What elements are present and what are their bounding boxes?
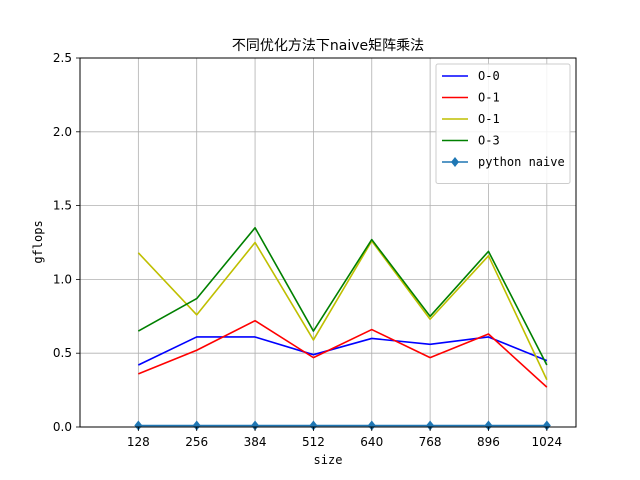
y-tick-label: 2.5 <box>53 51 72 65</box>
data-point <box>426 420 435 431</box>
y-tick-label: 0.5 <box>53 346 72 360</box>
data-point <box>484 420 493 431</box>
x-tick-label: 128 <box>127 435 150 449</box>
series-line-2 <box>137 240 548 381</box>
legend-label: python naive <box>478 155 565 169</box>
legend: O-0 O-1 O-1 O-3 python naive <box>435 63 571 184</box>
x-tick-label: 256 <box>185 435 208 449</box>
data-point <box>251 420 260 431</box>
y-tick-label: 2.0 <box>53 125 72 139</box>
series-line-1 <box>138 319 548 388</box>
x-tick-label: 640 <box>360 435 383 449</box>
legend-label: O-0 <box>478 69 500 83</box>
legend-label: O-1 <box>478 91 500 105</box>
y-tick-label: 1.0 <box>53 272 72 286</box>
y-axis-label: gflops <box>31 220 45 263</box>
x-axis-label: size <box>314 453 343 467</box>
x-tick-label: 896 <box>477 435 500 449</box>
y-tick-label: 1.5 <box>53 199 72 213</box>
data-point <box>192 420 201 431</box>
x-tick-label: 768 <box>419 435 442 449</box>
y-tick-label: 0.0 <box>53 420 72 434</box>
series-layer <box>134 226 551 431</box>
x-tick-label: 512 <box>302 435 325 449</box>
data-point <box>542 420 551 431</box>
legend-box <box>435 63 571 184</box>
plot-frame <box>79 57 577 428</box>
ticks: 128 256 384 512 640 768 896 1024 0.0 0.5 1.0 1.5 2.0… <box>53 51 562 449</box>
data-point <box>367 420 376 431</box>
data-point <box>309 420 318 431</box>
legend-label: O-3 <box>478 134 500 148</box>
x-tick-label: 1024 <box>532 435 563 449</box>
x-tick-label: 384 <box>244 435 267 449</box>
legend-marker <box>451 157 459 167</box>
legend-label: O-1 <box>478 112 500 126</box>
data-point <box>134 420 143 431</box>
series-line-3 <box>137 226 548 366</box>
chart-title: 不同优化方法下naive矩阵乘法 <box>232 38 424 54</box>
